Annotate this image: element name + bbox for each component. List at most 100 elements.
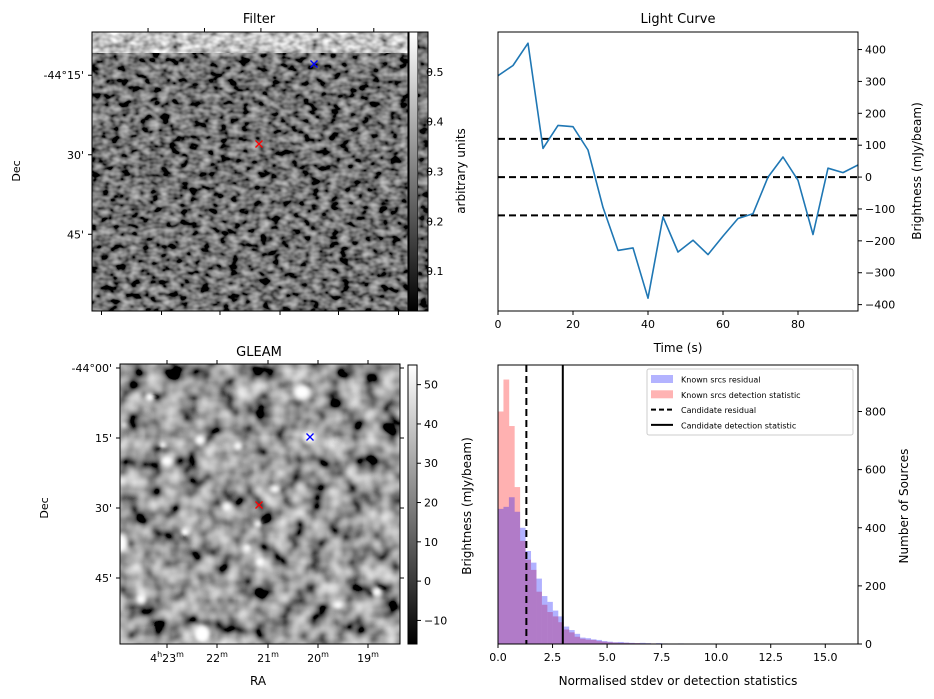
light-curve-ytick-label: 0 (865, 171, 872, 184)
histogram-bar (574, 636, 581, 644)
gleam-bright-source (270, 485, 280, 493)
histogram-bar (596, 639, 602, 644)
light-curve-ytick-label: −200 (865, 235, 895, 248)
filter-colorbar-label: arbitrary units (454, 128, 468, 214)
gleam-panel: GLEAM -44°00'15'30'45'4h23m 22m 21m 20m 19m … (38, 345, 447, 688)
histogram-bar (618, 642, 624, 644)
histogram-bar (639, 642, 646, 644)
histogram-bar (590, 639, 597, 644)
histogram-bar (541, 596, 548, 644)
light-curve-xlabel: Time (s) (653, 341, 703, 355)
histogram-bar (628, 642, 635, 644)
histogram-bar (498, 508, 504, 644)
gleam-xlabel: RA (250, 674, 267, 688)
light-curve-xtick-label: 20 (566, 318, 580, 331)
gleam-colorbar-tick-label: 40 (424, 418, 438, 431)
legend-label: Known srcs residual (681, 376, 760, 385)
histogram-ytick-label: 0 (865, 638, 872, 651)
gleam-bright-source (180, 527, 190, 537)
histogram-bar (568, 632, 575, 644)
light-curve-ylabel: Brightness (mJy/beam) (910, 102, 924, 240)
histogram-bar (585, 638, 592, 644)
histogram-bar (568, 630, 575, 644)
gleam-xtick-label: 22m (206, 650, 228, 665)
gleam-colorbar (407, 364, 418, 645)
histogram-ytick-label: 800 (865, 406, 886, 419)
gleam-xtick-label: 19m (357, 650, 379, 665)
gleam-bright-source (120, 534, 127, 552)
gleam-ytick-label: -44°00' (72, 362, 113, 375)
light-curve-plot-area (498, 32, 858, 311)
filter-ylabel: Dec (10, 160, 23, 181)
gleam-colorbar-tick-label: 10 (424, 536, 438, 549)
histogram-xtick-label: 7.5 (653, 651, 671, 664)
gleam-marker-candidate (255, 501, 263, 509)
gleam-bright-source (161, 456, 173, 466)
histogram-bar (612, 642, 619, 644)
histogram-bar (558, 622, 564, 644)
light-curve-panel: Light Curve 0 20 40 60 80 −400 −300 −200 −100 0 10… (495, 12, 925, 355)
histogram-series (498, 379, 842, 644)
histogram-bar (590, 639, 597, 644)
light-curve-xtick-label: 0 (495, 318, 502, 331)
histogram-bar (498, 411, 504, 644)
histogram-bar (552, 610, 559, 644)
light-curve-ytick-label: 200 (865, 107, 886, 120)
gleam-colorbar-tick-label: 0 (424, 575, 431, 588)
filter-colorbar (408, 31, 419, 312)
light-curve-ytick-label: −400 (865, 299, 895, 312)
gleam-ytick-label: 15' (95, 432, 112, 445)
filter-colorbar-tick-label: 0.5 (426, 66, 444, 79)
histogram-xtick-label: 0.0 (489, 651, 507, 664)
gleam-bright-source (243, 544, 251, 552)
histogram-xlabel: Normalised stdev or detection statistics (559, 674, 798, 688)
histogram-bar (612, 642, 619, 644)
legend-label: Candidate detection statistic (681, 421, 796, 430)
light-curve-xtick-label: 40 (641, 318, 655, 331)
marker-stroke (310, 60, 318, 68)
gleam-ytick-label: 45' (95, 572, 112, 585)
light-curve-ytick-label: 100 (865, 139, 886, 152)
gleam-bright-source (333, 601, 343, 609)
histogram-bar (525, 551, 532, 644)
histogram-bar (503, 506, 510, 644)
light-curve-xtick-label: 80 (791, 318, 805, 331)
histogram-bar (547, 612, 553, 644)
histogram-bar (519, 540, 526, 644)
filter-colorbar-tick-label: 0.1 (426, 265, 444, 278)
gleam-bright-source (145, 392, 155, 402)
gleam-xtick-label: 20m (307, 650, 329, 665)
gleam-bright-source (223, 503, 231, 511)
light-curve-ytick-label: −300 (865, 267, 895, 280)
filter-ytick-label: 30' (67, 149, 84, 162)
histogram-bar (558, 616, 564, 644)
histogram-bar (508, 426, 515, 644)
histogram-bar (536, 578, 542, 644)
histogram-bar (601, 641, 608, 644)
filter-marker-known-source (310, 60, 318, 68)
filter-ytick-label: 45' (67, 228, 84, 241)
histogram-ytick-label: 600 (865, 464, 886, 477)
filter-colorbar-tick-label: 0.4 (426, 116, 444, 129)
gleam-ylabel: Dec (38, 497, 51, 518)
light-curve-ytick-label: −100 (865, 203, 895, 216)
histogram-panel: 0.0 2.5 5.0 7.5 10.0 12.5 15.0 0 200 400 600 800 Kn… (460, 364, 911, 688)
light-curve-title: Light Curve (641, 12, 716, 27)
histogram-ytick-label: 200 (865, 580, 886, 593)
histogram-bar (530, 562, 537, 644)
histogram-xtick-label: 15.0 (813, 651, 838, 664)
histogram-bar (503, 379, 510, 644)
histogram-bar (596, 641, 602, 644)
histogram-bar (585, 639, 592, 644)
gleam-colorbar-tick-label: 20 (424, 497, 438, 510)
histogram-bar (552, 616, 559, 644)
histogram-bar (623, 642, 630, 644)
gleam-bright-source (294, 385, 310, 399)
gleam-bright-source (159, 441, 167, 449)
histogram-bar (530, 569, 537, 644)
gleam-bright-source (254, 520, 262, 528)
filter-colorbar-tick-label: 0.2 (426, 215, 444, 228)
light-curve-ytick-label: 300 (865, 75, 886, 88)
marker-stroke (255, 501, 263, 509)
